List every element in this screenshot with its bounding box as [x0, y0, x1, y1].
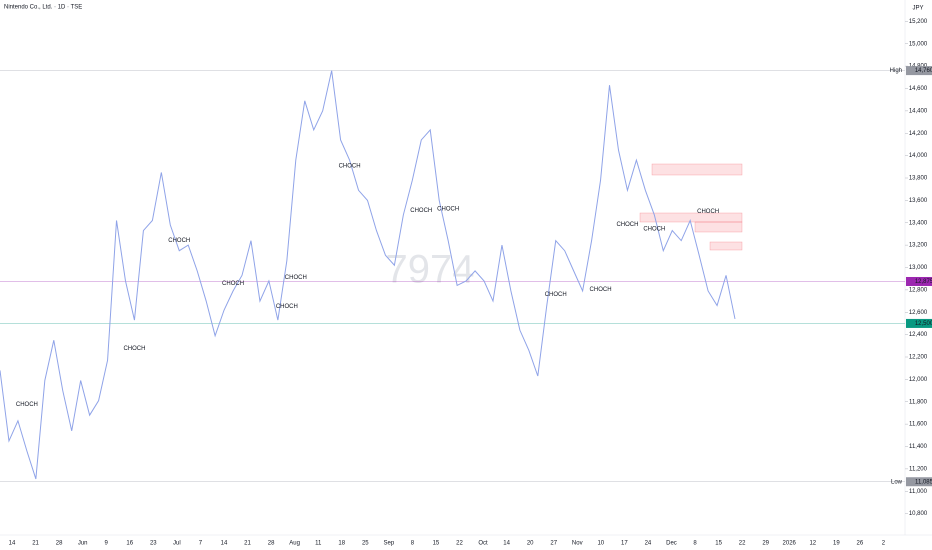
annotation: CHOCH — [285, 275, 307, 281]
x-tick-label: 26 — [857, 541, 864, 547]
level-name: High — [890, 68, 902, 74]
y-tick-label: 11,400 — [909, 444, 928, 450]
chart-title: Nintendo Co., Ltd. · 1D · TSE — [4, 5, 82, 11]
order-block — [709, 241, 743, 251]
y-tick-label: 13,600 — [909, 198, 928, 204]
order-block — [694, 221, 743, 233]
x-tick-label: 16 — [126, 541, 133, 547]
level-badge — [906, 477, 932, 487]
x-tick-label: Jul — [173, 541, 181, 547]
annotation: CHOCH — [697, 209, 719, 215]
annotation: CHOCH — [168, 238, 190, 244]
x-tick-label: 14 — [503, 541, 510, 547]
x-tick-label: 14 — [9, 541, 16, 547]
x-tick-label: 18 — [338, 541, 345, 547]
y-tick-label: 11,800 — [909, 399, 928, 405]
annotation: CHOCH — [410, 208, 432, 214]
order-block — [651, 163, 743, 176]
level-label: 14,760 — [915, 68, 932, 74]
x-tick-label: 25 — [362, 541, 369, 547]
level-badge — [906, 318, 932, 328]
x-tick-label: 28 — [56, 541, 63, 547]
annotation: CHOCH — [643, 226, 665, 232]
x-tick-label: 17 — [621, 541, 628, 547]
price-line — [0, 70, 736, 480]
x-tick-label: Jun — [78, 541, 88, 547]
x-tick-label: 10 — [597, 541, 604, 547]
y-tick-label: 12,000 — [909, 377, 928, 383]
x-tick-label: Aug — [289, 541, 300, 547]
annotation: CHOCH — [123, 346, 145, 352]
x-tick-label: Oct — [478, 541, 488, 547]
y-tick-label: 15,200 — [909, 19, 928, 25]
y-tick-label: 13,200 — [909, 243, 928, 249]
x-tick-label: 22 — [456, 541, 463, 547]
x-tick-label: 2026 — [783, 541, 797, 547]
x-tick-label: 12 — [809, 541, 816, 547]
x-tick-label: 28 — [268, 541, 275, 547]
level-label: 12,875 — [915, 279, 932, 285]
annotation: CHOCH — [437, 206, 459, 212]
x-tick-label: 27 — [550, 541, 557, 547]
annotation: CHOCH — [545, 292, 567, 298]
annotation: CHOCH — [276, 304, 298, 310]
annotation: CHOCH — [590, 287, 612, 293]
level-label: 11,085 — [915, 479, 932, 485]
x-tick-label: 9 — [105, 541, 109, 547]
y-tick-label: 14,200 — [909, 131, 928, 137]
y-tick-label: 12,200 — [909, 355, 928, 361]
y-tick-label: 14,600 — [909, 86, 928, 92]
watermark: 7974 — [386, 248, 475, 292]
x-tick-label: 29 — [762, 541, 769, 547]
x-tick-label: 21 — [244, 541, 251, 547]
x-tick-label: 20 — [527, 541, 534, 547]
y-tick-label: 13,000 — [909, 265, 928, 271]
y-tick-label: 11,600 — [909, 422, 928, 428]
x-tick-label: 19 — [833, 541, 840, 547]
y-tick-label: 14,000 — [909, 153, 928, 159]
annotation: CHOCH — [16, 402, 38, 408]
currency: JPY — [912, 6, 923, 12]
x-tick-label: 23 — [150, 541, 157, 547]
y-tick-label: 11,200 — [909, 466, 928, 472]
x-tick-label: 15 — [715, 541, 722, 547]
level-badge — [906, 276, 932, 286]
y-tick-label: 13,800 — [909, 176, 928, 182]
x-tick-label: 8 — [693, 541, 697, 547]
x-tick-label: Sep — [383, 541, 394, 547]
y-tick-label: 12,800 — [909, 287, 928, 293]
x-tick-label: Nov — [572, 541, 583, 547]
y-tick-label: 14,400 — [909, 108, 928, 114]
annotation: CHOCH — [616, 222, 638, 228]
x-tick-label: 11 — [315, 541, 322, 547]
x-tick-label: 7 — [199, 541, 203, 547]
x-tick-label: 21 — [32, 541, 39, 547]
x-tick-label: 24 — [645, 541, 652, 547]
y-tick-label: 13,400 — [909, 220, 928, 226]
x-tick-label: 15 — [433, 541, 440, 547]
x-tick-label: 22 — [739, 541, 746, 547]
x-tick-label: 14 — [221, 541, 228, 547]
y-tick-label: 12,400 — [909, 332, 928, 338]
level-label: 12,500 — [915, 321, 932, 327]
level-badge — [906, 66, 932, 76]
y-tick-label: 15,000 — [909, 41, 928, 47]
y-tick-label: 12,600 — [909, 310, 928, 316]
x-tick-label: 8 — [411, 541, 415, 547]
x-tick-label: 2 — [882, 541, 886, 547]
y-tick-label: 10,800 — [909, 511, 928, 517]
y-tick-label: 11,000 — [909, 489, 928, 495]
level-name: Low — [891, 479, 903, 485]
annotation: CHOCH — [339, 164, 361, 170]
annotation: CHOCH — [222, 281, 244, 287]
x-tick-label: Dec — [666, 541, 677, 547]
